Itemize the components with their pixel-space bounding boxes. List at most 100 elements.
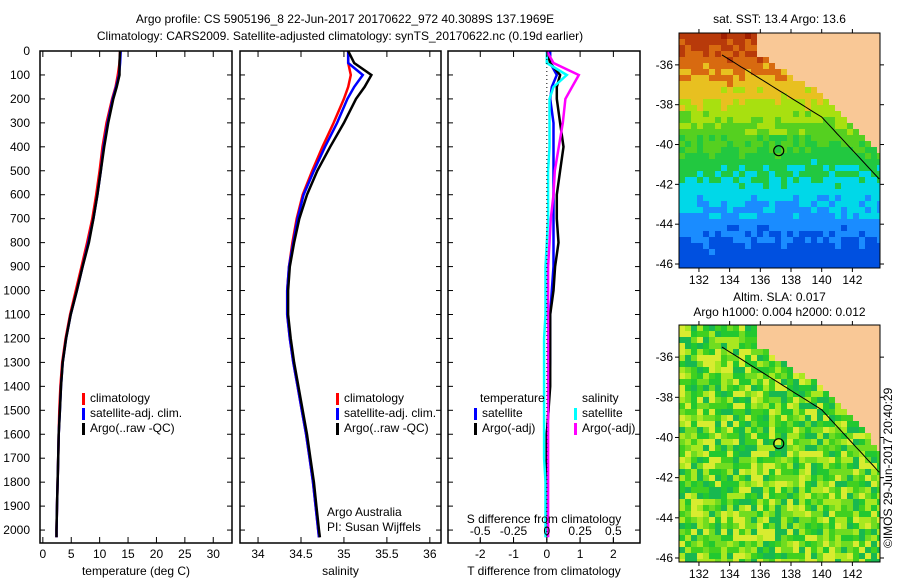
map-cell [835,165,841,171]
map-cell [811,481,817,487]
map-cell [739,57,745,63]
map-cell [679,391,685,397]
map-cell [715,385,721,391]
map-cell [877,457,880,463]
map-cell [679,511,685,517]
map-cell [805,159,811,165]
map-cell [853,141,859,147]
map-cell [841,129,847,135]
map-cell [847,159,853,165]
s-tick-label: 0 [543,524,550,538]
map-cell [733,355,739,361]
map-cell [841,93,847,99]
map-cell [877,499,880,505]
map-cell [727,147,733,153]
map-cell [697,261,703,267]
map-cell [697,481,703,487]
map-cell [721,361,727,367]
map-cell [715,553,721,559]
map-cell [829,39,835,45]
map-cell [865,63,871,69]
map-cell [715,481,721,487]
map-cell [853,135,859,141]
map-cell [847,433,853,439]
map-cell [859,171,865,177]
map-cell [727,457,733,463]
map-cell [709,255,715,261]
map-cell [703,249,709,255]
map-cell [871,421,877,427]
map-cell [733,487,739,493]
map-cell [805,249,811,255]
legend-group-title: temperature [480,391,545,405]
map-cell [721,337,727,343]
map-cell [781,165,787,171]
map-cell [685,87,691,93]
map-cell [781,361,787,367]
map-cell [757,159,763,165]
map-cell [865,225,871,231]
map-cell [781,123,787,129]
map-cell [763,93,769,99]
map-cell [793,237,799,243]
map-cell [709,547,715,553]
map-cell [865,361,871,367]
map-cell [685,553,691,559]
map-cell [871,219,877,225]
map-cell [865,547,871,553]
map-cell [757,231,763,237]
map-cell [865,57,871,63]
map-cell [865,159,871,165]
map-cell [721,57,727,63]
map-cell [805,255,811,261]
map-cell [703,367,709,373]
map-cell [853,361,859,367]
map-cell [817,33,823,39]
map-cell [733,81,739,87]
map-cell [859,129,865,135]
map-cell [709,57,715,63]
map-cell [847,529,853,535]
map-cell [721,165,727,171]
map-cell [775,237,781,243]
map-cell [853,255,859,261]
map-cell [841,475,847,481]
map-cell [721,409,727,415]
map-cell [811,367,817,373]
map-cell [751,45,757,51]
map-cell [835,415,841,421]
map-cell [721,117,727,123]
map-cell [733,373,739,379]
map-cell [853,75,859,81]
map-cell [781,349,787,355]
map-cell [829,261,835,267]
map-cell [805,331,811,337]
map-cell [775,207,781,213]
map-cell [751,255,757,261]
map-cell [835,195,841,201]
map-cell [805,87,811,93]
map-cell [829,51,835,57]
map-cell [733,451,739,457]
map-cell [823,403,829,409]
map-cell [829,547,835,553]
map-cell [685,523,691,529]
map-cell [793,147,799,153]
map-cell [877,57,880,63]
map-cell [793,201,799,207]
map-cell [691,153,697,159]
map-cell [781,331,787,337]
map-cell [709,219,715,225]
map-cell [697,403,703,409]
map-cell [769,391,775,397]
map-cell [757,237,763,243]
map-cell [835,541,841,547]
map-cell [727,409,733,415]
map-cell [865,487,871,493]
map-cell [709,469,715,475]
map-cell [793,511,799,517]
map-cell [721,51,727,57]
map-cell [799,183,805,189]
map-cell [781,457,787,463]
map-cell [745,355,751,361]
